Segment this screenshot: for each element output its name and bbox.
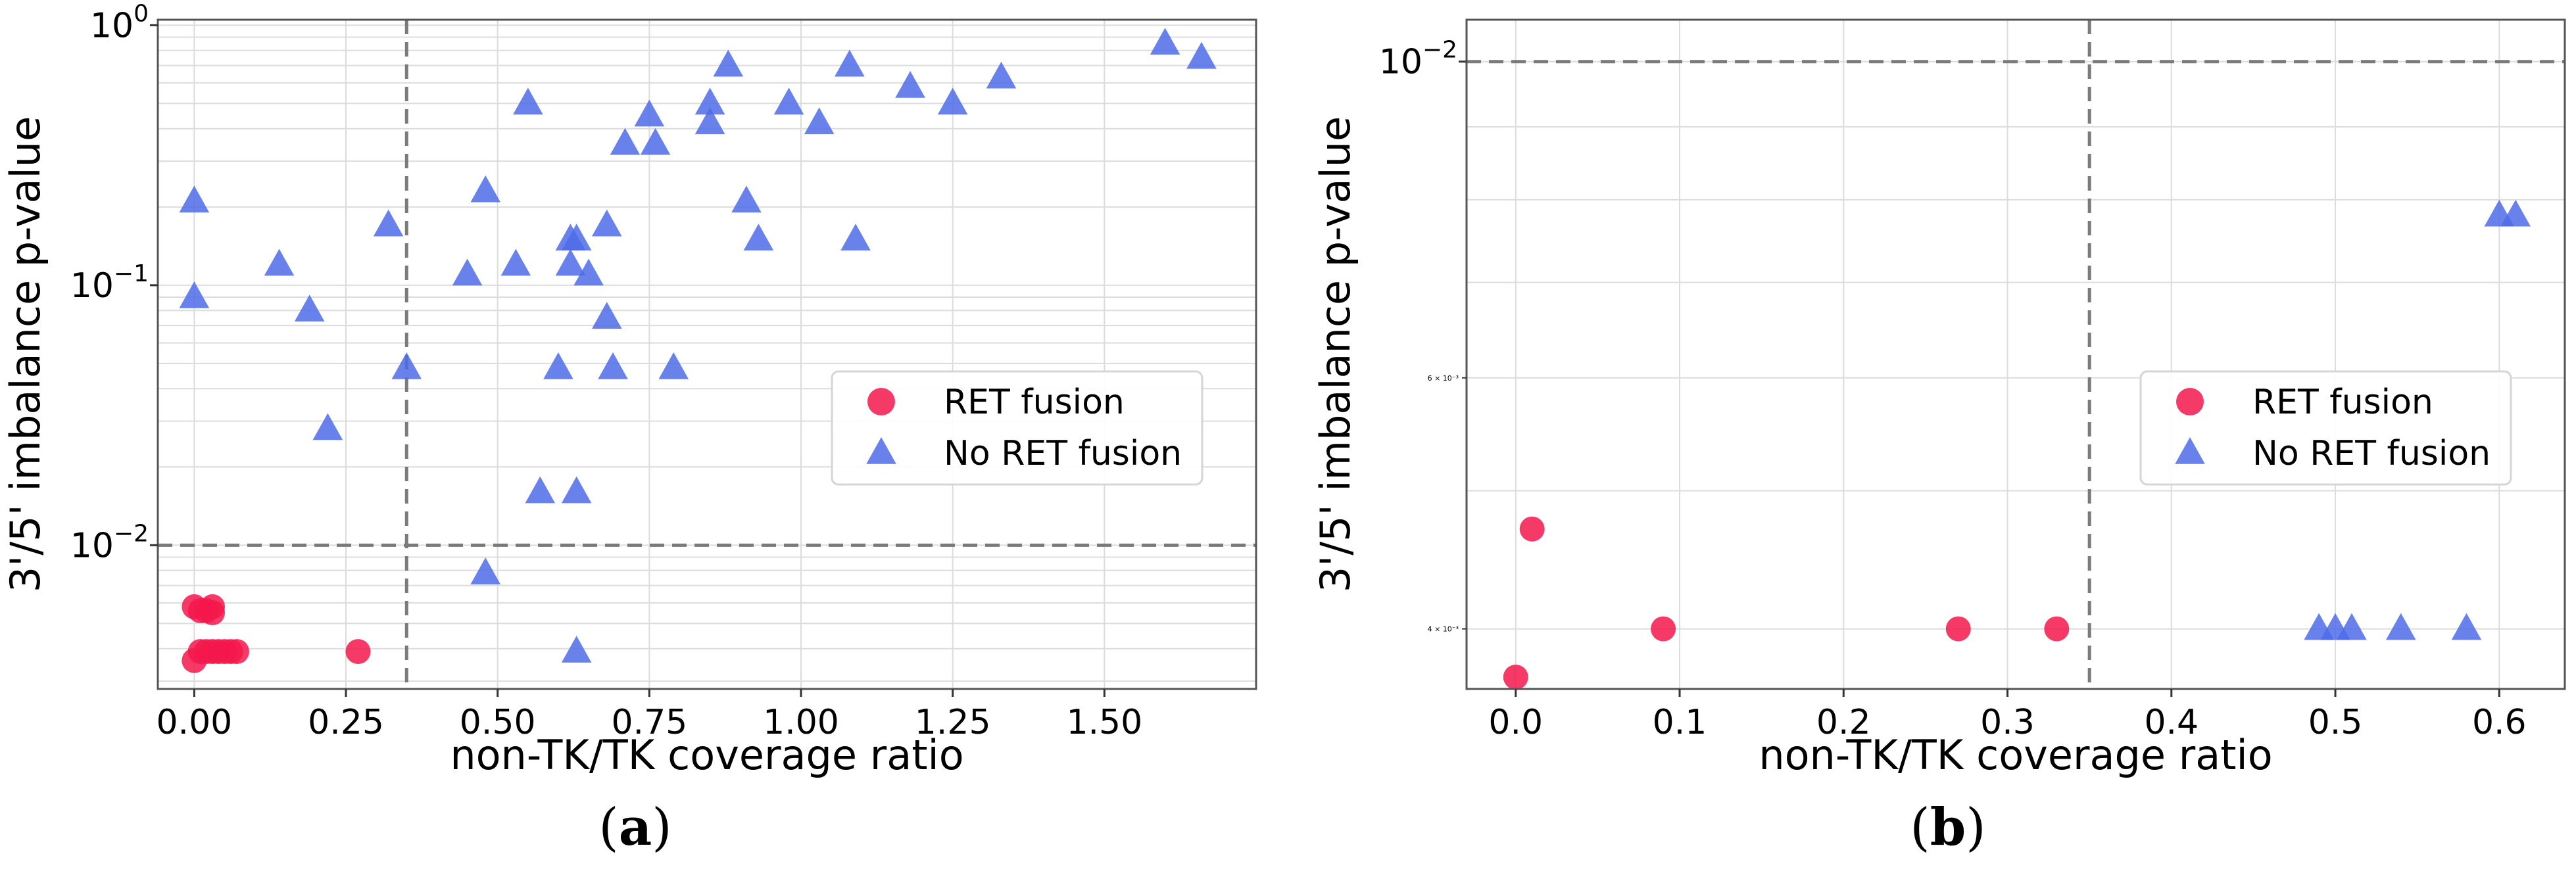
- y-minor-tick-label: 4 × 10⁻³: [1428, 625, 1459, 634]
- y-axis-label: 3'/5' imbalance p-value: [1311, 116, 1359, 592]
- x-tick-label: 0.5: [2308, 703, 2363, 742]
- data-point-no-ret-fusion: [561, 636, 592, 663]
- data-point-no-ret-fusion: [658, 352, 689, 379]
- data-point-no-ret-fusion: [294, 295, 325, 321]
- data-point-no-ret-fusion: [500, 248, 531, 276]
- legend-label: No RET fusion: [944, 434, 1182, 473]
- data-point-no-ret-fusion: [731, 185, 762, 213]
- x-tick-label: 0.4: [2144, 703, 2199, 742]
- x-axis-label: non-TK/TK coverage ratio: [1759, 731, 2272, 779]
- y-axis-label: 3'/5' imbalance p-value: [1, 116, 49, 592]
- data-point-ret-fusion: [1651, 616, 1676, 642]
- axes-frame: [157, 18, 1257, 690]
- data-point-no-ret-fusion: [598, 352, 628, 379]
- x-tick-label: 0.00: [156, 703, 232, 742]
- data-point-no-ret-fusion: [391, 352, 422, 379]
- data-point-no-ret-fusion: [840, 224, 871, 251]
- data-point-no-ret-fusion: [937, 87, 968, 115]
- data-point-no-ret-fusion: [470, 557, 501, 584]
- x-tick-label: 0.25: [308, 703, 384, 742]
- data-point-ret-fusion: [200, 600, 226, 626]
- data-point-no-ret-fusion: [179, 185, 210, 213]
- legend-marker-no-ret-fusion: [2175, 437, 2205, 464]
- data-point-no-ret-fusion: [713, 49, 744, 77]
- legend-box: [831, 370, 1203, 486]
- x-tick-label: 1.25: [915, 703, 991, 742]
- x-tick-label: 0.50: [460, 703, 536, 742]
- plot-area: [1467, 20, 2565, 689]
- data-point-no-ret-fusion: [470, 175, 501, 202]
- x-tick-label: 0.1: [1653, 703, 1707, 742]
- data-point-no-ret-fusion: [543, 352, 573, 379]
- x-tick-label: 0.2: [1816, 703, 1871, 742]
- data-point-no-ret-fusion: [743, 224, 774, 251]
- data-point-no-ret-fusion: [591, 302, 622, 329]
- data-point-ret-fusion: [1945, 616, 1971, 642]
- data-point-no-ret-fusion: [2451, 613, 2482, 640]
- legend-marker-ret-fusion: [867, 388, 895, 415]
- data-point-no-ret-fusion: [312, 413, 343, 440]
- x-tick-label: 1.50: [1066, 703, 1142, 742]
- data-point-no-ret-fusion: [561, 224, 592, 251]
- x-tick-label: 1.00: [763, 703, 839, 742]
- data-point-no-ret-fusion: [835, 49, 865, 77]
- x-tick-label: 0.0: [1488, 703, 1543, 742]
- data-point-no-ret-fusion: [525, 476, 556, 504]
- data-point-no-ret-fusion: [610, 128, 641, 155]
- x-tick-label: 0.6: [2472, 703, 2527, 742]
- data-point-ret-fusion: [224, 639, 249, 665]
- data-point-no-ret-fusion: [1150, 28, 1180, 55]
- legend: RET fusion No RET fusion: [2139, 370, 2512, 486]
- data-point-ret-fusion: [1519, 516, 1545, 542]
- x-tick-label: 0.3: [1980, 703, 2035, 742]
- data-point-no-ret-fusion: [2500, 199, 2531, 227]
- legend-marker-ret-fusion: [2176, 388, 2204, 415]
- legend-label: No RET fusion: [2252, 434, 2491, 473]
- data-point-no-ret-fusion: [373, 209, 404, 237]
- data-point-no-ret-fusion: [895, 70, 925, 98]
- y-tick-label: 10−2: [70, 520, 149, 565]
- data-point-no-ret-fusion: [179, 281, 210, 308]
- y-minor-tick-label: 6 × 10⁻³: [1428, 374, 1459, 383]
- y-tick-label: 100: [90, 0, 149, 45]
- legend-label: RET fusion: [2252, 383, 2433, 422]
- data-point-no-ret-fusion: [264, 248, 295, 276]
- data-point-no-ret-fusion: [561, 476, 592, 504]
- data-point-no-ret-fusion: [573, 258, 604, 286]
- data-point-no-ret-fusion: [1186, 41, 1217, 69]
- y-tick-label: 10−2: [1379, 37, 1457, 82]
- data-point-no-ret-fusion: [773, 87, 804, 115]
- data-point-no-ret-fusion: [591, 209, 622, 237]
- data-point-no-ret-fusion: [452, 258, 483, 286]
- data-point-no-ret-fusion: [694, 87, 725, 115]
- data-point-no-ret-fusion: [634, 99, 665, 127]
- data-point-no-ret-fusion: [2385, 613, 2416, 640]
- panel-label-b: (b): [1910, 797, 1985, 857]
- legend-marker-no-ret-fusion: [866, 437, 896, 464]
- chart-panel-b: 0.0 0.1 0.2 0.3 0.4 0.5 0.6 10−2 6 × 10⁻³ 4 × 10⁻…: [1311, 18, 2566, 779]
- panel-label-a: (a): [598, 797, 671, 857]
- legend-label: RET fusion: [944, 383, 1125, 422]
- data-point-no-ret-fusion: [2337, 613, 2367, 640]
- data-point-no-ret-fusion: [986, 61, 1017, 89]
- data-point-ret-fusion: [345, 639, 371, 665]
- x-tick-label: 0.75: [611, 703, 687, 742]
- y-tick-label: 10−1: [70, 260, 149, 306]
- data-point-no-ret-fusion: [804, 107, 835, 135]
- data-point-no-ret-fusion: [555, 248, 586, 276]
- data-point-no-ret-fusion: [694, 107, 725, 135]
- chart-panel-a: 0.00 0.25 0.50 0.75 1.00 1.25 1.50 100 10−1 10−2 n…: [1, 0, 1257, 779]
- data-point-ret-fusion: [2044, 616, 2070, 642]
- x-axis-label: non-TK/TK coverage ratio: [450, 731, 963, 779]
- legend: RET fusion No RET fusion: [831, 370, 1203, 486]
- data-point-ret-fusion: [1503, 665, 1528, 690]
- data-point-no-ret-fusion: [640, 128, 671, 155]
- data-point-no-ret-fusion: [513, 87, 543, 115]
- legend-box: [2139, 370, 2512, 486]
- axes-frame: [1465, 18, 2566, 690]
